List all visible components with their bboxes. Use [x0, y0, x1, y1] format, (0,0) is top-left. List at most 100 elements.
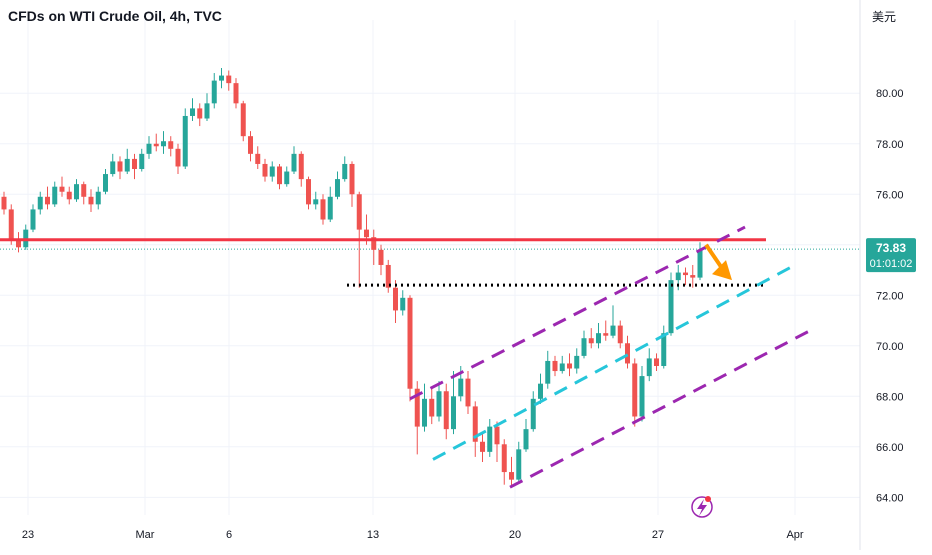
candle-body [95, 191, 101, 205]
candle-body [385, 264, 391, 288]
y-tick-label: 78.00 [876, 139, 904, 151]
candle-body [559, 363, 565, 372]
candle-body [414, 388, 420, 427]
candle-body [509, 472, 514, 480]
candle-body [124, 158, 130, 172]
candle-body [284, 171, 290, 185]
y-tick-label: 76.00 [876, 189, 904, 201]
alert-dot [705, 496, 711, 502]
channel-upper-line [409, 225, 746, 401]
price-badge-countdown: 01:01:02 [870, 258, 913, 270]
candle-body [269, 166, 275, 177]
candle-body [472, 406, 478, 442]
candle-body [364, 229, 369, 238]
candle-body [356, 194, 362, 230]
candle-body [487, 426, 493, 452]
candle-body [8, 209, 14, 240]
candle-body [226, 75, 232, 84]
candle-body [443, 391, 449, 430]
candle-body [327, 196, 333, 220]
candle-body [617, 325, 623, 344]
candle-body [190, 108, 195, 116]
y-tick-label: 64.00 [876, 492, 904, 504]
candle-body [429, 398, 435, 417]
candle-body [233, 83, 239, 104]
candle-body [683, 272, 688, 276]
y-tick-label: 68.00 [876, 391, 904, 403]
candle-body [16, 239, 21, 248]
y-tick-label: 70.00 [876, 341, 904, 353]
candle-body [378, 249, 384, 265]
candle-body [458, 378, 464, 397]
x-tick-label: Apr [786, 529, 803, 541]
candle-body [204, 103, 210, 119]
arrow-head [712, 260, 732, 281]
alert-bolt [697, 499, 707, 516]
candle-body [30, 209, 36, 230]
candle-body [320, 199, 326, 220]
channel-mid-line [432, 263, 796, 461]
candle-body [588, 338, 594, 344]
x-tick-label: 20 [509, 529, 521, 541]
x-tick-label: 6 [226, 529, 232, 541]
candle-body [371, 237, 377, 250]
alert-ring [691, 496, 713, 518]
candle-body [255, 153, 261, 164]
candle-body [45, 196, 50, 205]
candle-body [675, 272, 681, 281]
candle-body [197, 108, 203, 119]
currency-label: 美元 [871, 10, 896, 24]
candle-body [400, 297, 406, 311]
candle-body [697, 249, 703, 278]
candle-body [639, 376, 645, 417]
candle-body [37, 196, 43, 210]
x-tick-label: Mar [136, 529, 155, 541]
candle-body [422, 398, 427, 427]
candle-body [451, 396, 456, 430]
candle-body [74, 184, 79, 200]
candle-body [132, 158, 137, 170]
candle-body [494, 426, 500, 445]
candle-body [182, 115, 188, 167]
candle-body [248, 136, 253, 154]
candle-body [262, 163, 268, 177]
candle-body [139, 153, 145, 170]
candle-body [668, 280, 674, 334]
candle-body [168, 141, 174, 149]
candle-body [88, 196, 94, 205]
candle-body [581, 338, 587, 356]
candle-body [59, 186, 65, 192]
candle-body [596, 333, 601, 344]
candle-body [545, 360, 551, 384]
candle-body [52, 186, 58, 205]
candle-body [632, 363, 638, 417]
candle-body [117, 161, 123, 172]
candle-body [661, 333, 667, 366]
lightning-alert-icon[interactable] [691, 496, 713, 518]
y-tick-label: 72.00 [876, 290, 904, 302]
candle-body [211, 80, 217, 104]
candle-body [298, 153, 304, 180]
candle-body [567, 363, 572, 369]
candle-body [393, 287, 398, 311]
candle-body [610, 325, 616, 336]
channel-lower-line [509, 329, 811, 489]
candle-body [66, 191, 72, 200]
candle-body [103, 174, 108, 192]
candle-body [277, 166, 282, 185]
candle-body [81, 184, 87, 197]
candle-body [436, 391, 442, 417]
candle-body [153, 143, 159, 147]
y-tick-label: 66.00 [876, 442, 904, 454]
price-badge: 73.83 01:01:02 [866, 238, 916, 273]
candle-body [342, 163, 348, 180]
candle-body [523, 429, 529, 450]
candle-body [530, 398, 536, 430]
candle-body [603, 333, 609, 336]
x-tick-label: 23 [22, 529, 34, 541]
chart-title: CFDs on WTI Crude Oil, 4h, TVC [8, 8, 222, 24]
candle-body [552, 360, 558, 372]
candle-body [161, 141, 166, 147]
candle-body [240, 103, 246, 137]
